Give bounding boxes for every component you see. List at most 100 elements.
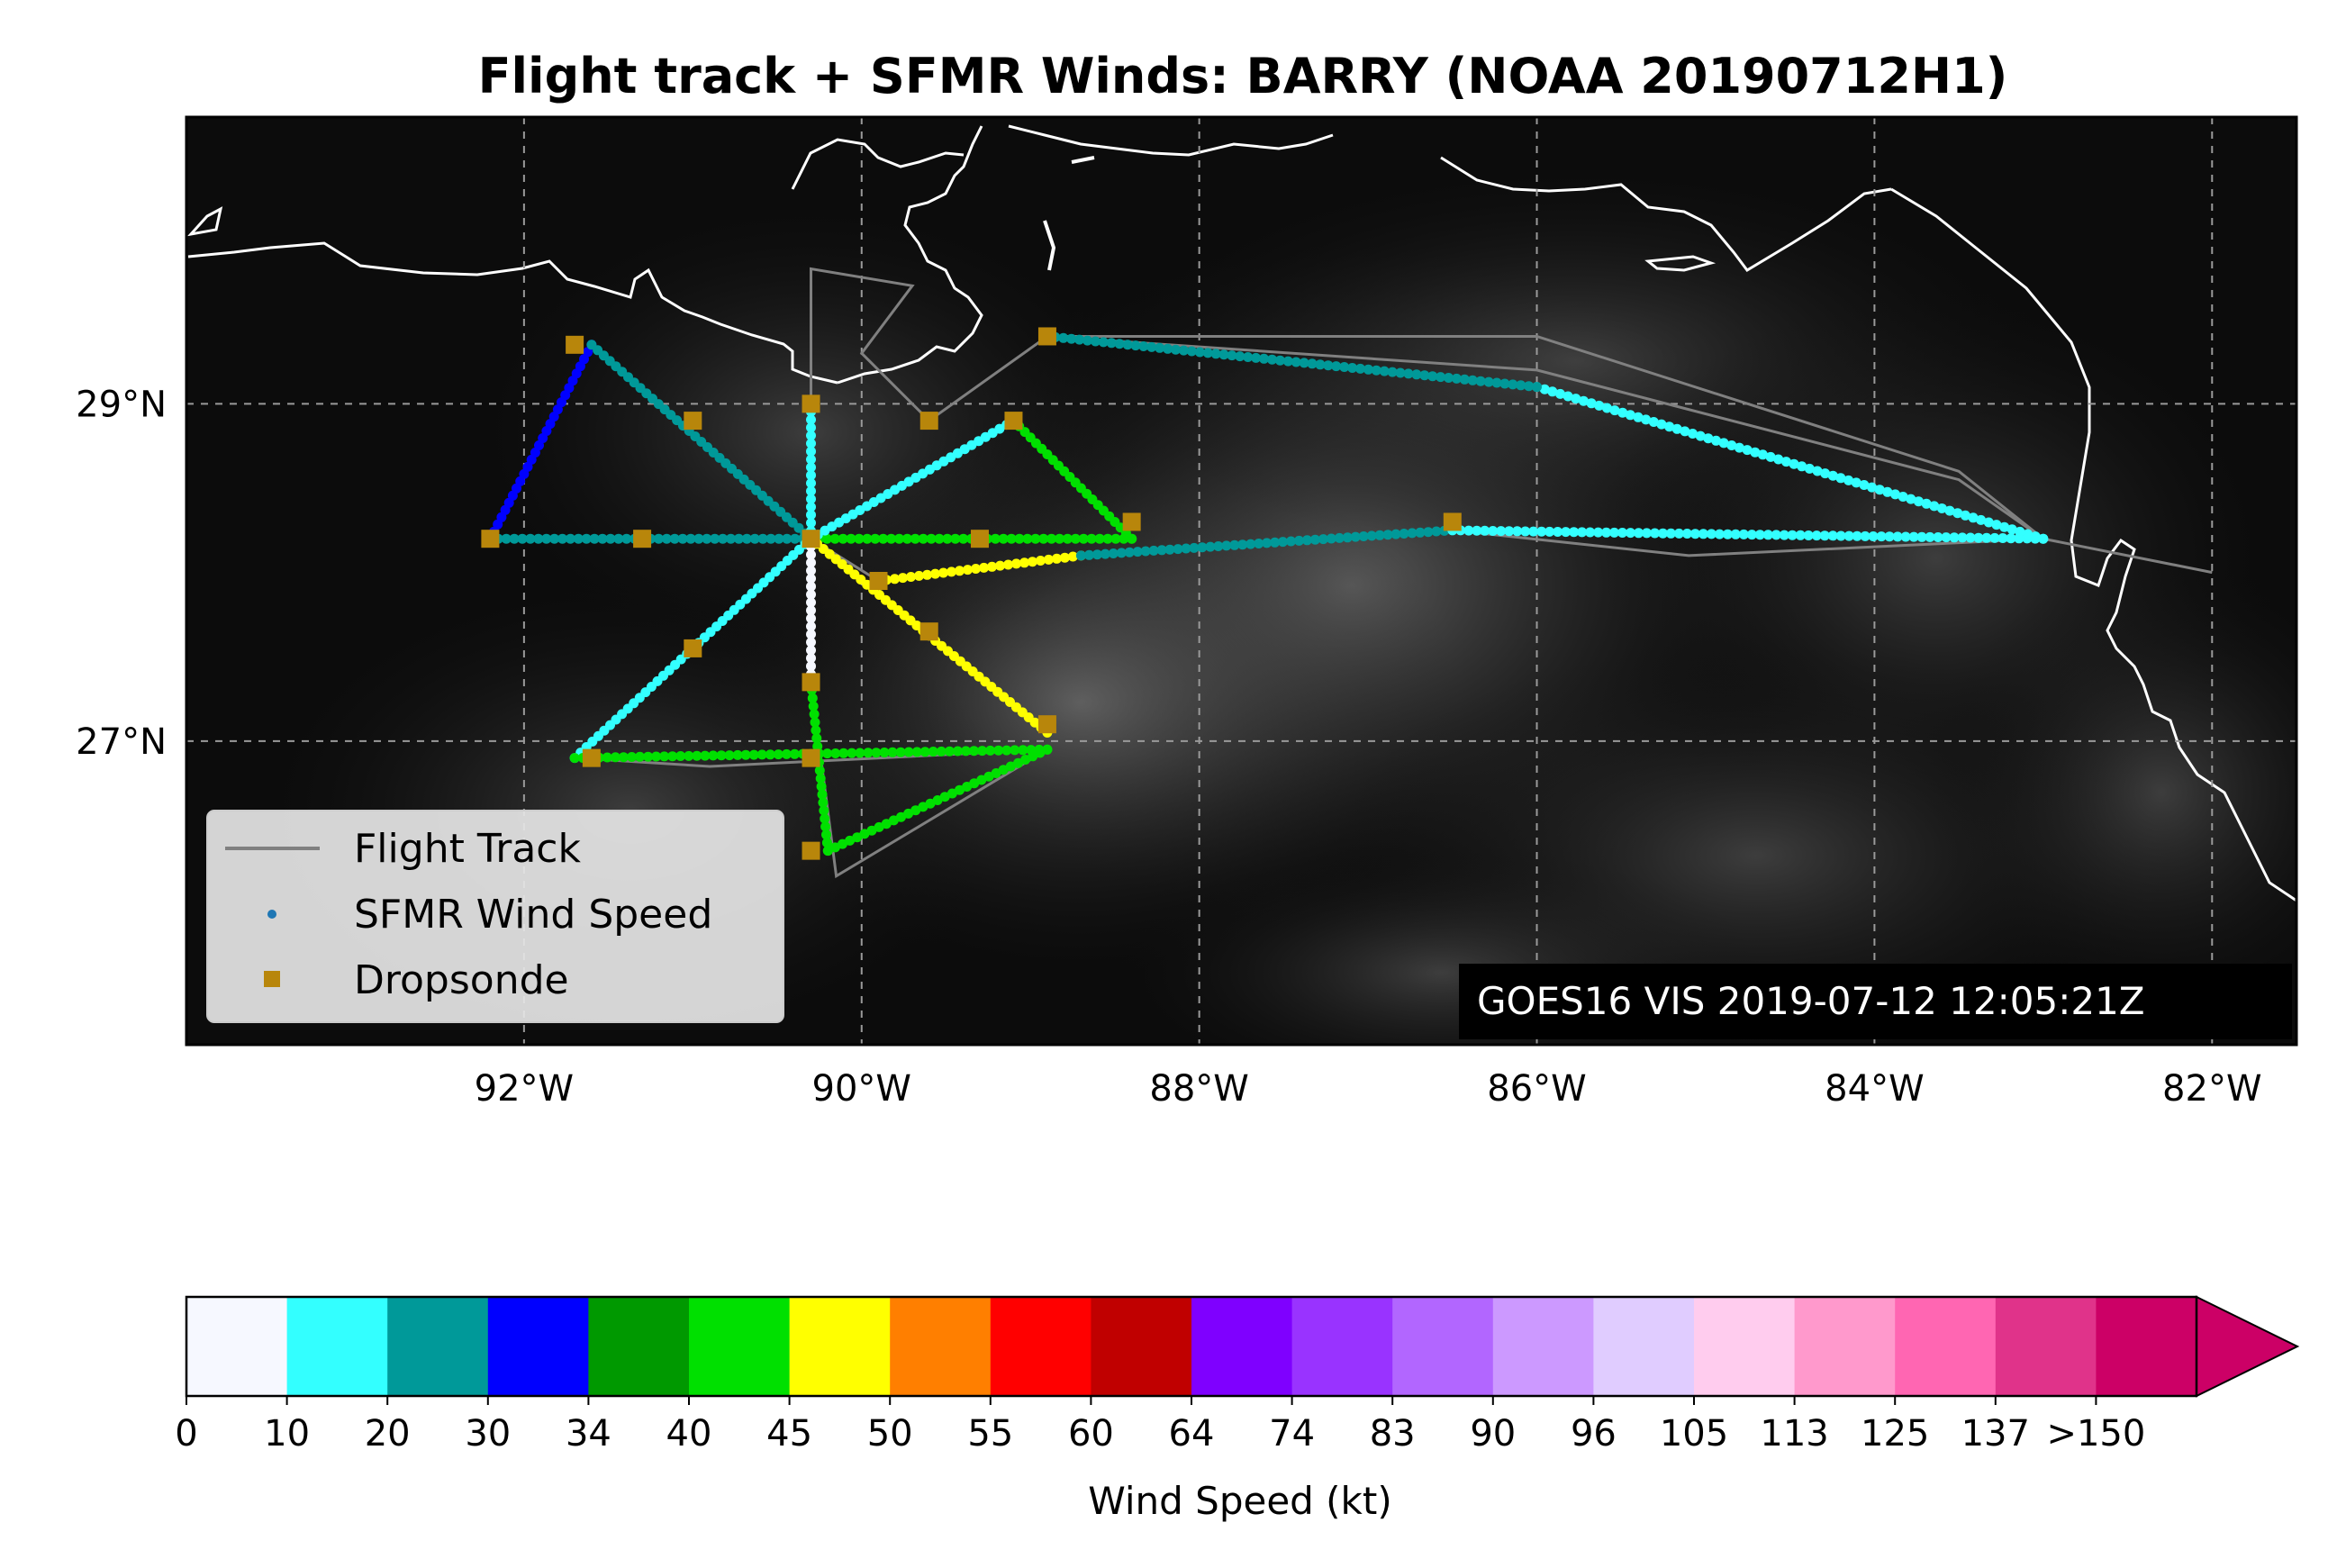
sfmr-point bbox=[1898, 492, 1908, 502]
sfmr-point bbox=[684, 750, 694, 761]
sfmr-segment bbox=[806, 533, 816, 687]
sfmr-point bbox=[675, 751, 686, 761]
sfmr-point bbox=[1342, 532, 1353, 543]
dropsonde-marker bbox=[802, 394, 820, 413]
sfmr-point bbox=[871, 748, 882, 758]
sfmr-segment bbox=[1447, 525, 2049, 544]
sfmr-point bbox=[806, 629, 816, 639]
sfmr-point bbox=[1868, 531, 1879, 541]
colorbar-swatch bbox=[1191, 1297, 1293, 1396]
dropsonde-marker bbox=[1037, 327, 1056, 346]
sfmr-point bbox=[1243, 352, 1254, 362]
sfmr-point bbox=[1066, 333, 1077, 344]
colorbar-tick-label: 10 bbox=[264, 1413, 310, 1455]
sfmr-point bbox=[1949, 532, 1960, 543]
sfmr-point bbox=[807, 693, 818, 703]
legend-square-swatch bbox=[264, 971, 280, 987]
sfmr-point bbox=[1102, 533, 1113, 544]
x-tick-label: 90°W bbox=[812, 1068, 911, 1110]
colorbar-swatch bbox=[1895, 1297, 1997, 1396]
sfmr-point bbox=[605, 533, 616, 544]
sfmr-point bbox=[1472, 525, 1482, 536]
sfmr-point bbox=[517, 533, 528, 544]
sfmr-point bbox=[1363, 364, 1373, 375]
dropsonde-marker bbox=[919, 622, 938, 641]
sfmr-point bbox=[1006, 533, 1017, 544]
sfmr-point bbox=[1390, 529, 1401, 539]
sfmr-point bbox=[862, 533, 873, 544]
sfmr-point bbox=[806, 414, 816, 425]
dropsonde-marker bbox=[802, 748, 820, 767]
sfmr-point bbox=[1114, 339, 1125, 349]
sfmr-point bbox=[1194, 347, 1205, 358]
sfmr-point bbox=[870, 533, 881, 544]
sfmr-point bbox=[1539, 384, 1550, 394]
sfmr-point bbox=[748, 749, 759, 760]
sfmr-point bbox=[693, 533, 704, 544]
sfmr-point bbox=[1547, 386, 1558, 397]
sfmr-point bbox=[1027, 557, 1037, 567]
colorbar-tick-label: 50 bbox=[867, 1413, 913, 1455]
sfmr-point bbox=[1467, 375, 1478, 385]
sfmr-point bbox=[1092, 549, 1102, 560]
sfmr-point bbox=[1070, 533, 1081, 544]
sfmr-point bbox=[1680, 426, 1690, 437]
sfmr-point bbox=[1043, 554, 1054, 565]
colorbar-swatch bbox=[1694, 1297, 1796, 1396]
sfmr-point bbox=[643, 751, 654, 762]
sfmr-point bbox=[1326, 533, 1336, 544]
sfmr-point bbox=[819, 805, 829, 816]
sfmr-segment bbox=[1075, 525, 1458, 561]
sfmr-point bbox=[1270, 537, 1281, 548]
sfmr-point bbox=[1957, 532, 1968, 543]
sfmr-point bbox=[1019, 557, 1029, 568]
sfmr-point bbox=[1116, 548, 1127, 558]
sfmr-point bbox=[1795, 530, 1806, 540]
sfmr-point bbox=[1379, 366, 1390, 376]
colorbar-tick-label: 83 bbox=[1370, 1413, 1416, 1455]
sfmr-point bbox=[1038, 533, 1049, 544]
sfmr-point bbox=[1797, 461, 1807, 472]
sfmr-point bbox=[1706, 529, 1717, 539]
sfmr-point bbox=[589, 533, 600, 544]
sfmr-point bbox=[922, 569, 932, 580]
sfmr-point bbox=[1245, 539, 1256, 549]
sfmr-point bbox=[1780, 457, 1791, 467]
legend-dot-swatch bbox=[267, 910, 276, 919]
sfmr-point bbox=[1835, 530, 1846, 541]
sfmr-point bbox=[1520, 526, 1531, 537]
sfmr-point bbox=[1688, 429, 1698, 439]
sfmr-point bbox=[809, 709, 820, 720]
sfmr-point bbox=[879, 748, 890, 757]
colorbar-swatch bbox=[1492, 1297, 1594, 1396]
sfmr-point bbox=[661, 533, 672, 544]
sfmr-point bbox=[1906, 494, 1916, 504]
sfmr-point bbox=[1014, 533, 1025, 544]
sfmr-point bbox=[1499, 378, 1510, 389]
sfmr-point bbox=[1633, 412, 1644, 422]
sfmr-point bbox=[1186, 346, 1197, 357]
sfmr-point bbox=[1106, 338, 1117, 349]
dropsonde-marker bbox=[684, 412, 702, 431]
sfmr-point bbox=[1451, 373, 1462, 384]
sfmr-point bbox=[938, 567, 948, 578]
sfmr-point bbox=[1609, 527, 1619, 538]
sfmr-segment bbox=[1532, 382, 2049, 544]
flight-data-layer bbox=[481, 267, 2213, 879]
sfmr-point bbox=[1695, 431, 1706, 441]
sfmr-point bbox=[1997, 533, 2008, 543]
sfmr-point bbox=[702, 533, 712, 544]
sfmr-point bbox=[1689, 529, 1700, 539]
colorbar-tick-label: 74 bbox=[1269, 1413, 1315, 1455]
sfmr-point bbox=[806, 613, 816, 624]
sfmr-point bbox=[749, 533, 760, 544]
sfmr-point bbox=[1561, 527, 1572, 538]
stamp-box bbox=[1459, 964, 2292, 1039]
sfmr-point bbox=[806, 573, 816, 584]
sfmr-point bbox=[806, 589, 816, 600]
sfmr-point bbox=[1100, 548, 1110, 559]
sfmr-point bbox=[790, 533, 801, 544]
sfmr-point bbox=[947, 566, 956, 577]
sfmr-point bbox=[1254, 539, 1264, 548]
sfmr-point bbox=[1419, 370, 1430, 381]
